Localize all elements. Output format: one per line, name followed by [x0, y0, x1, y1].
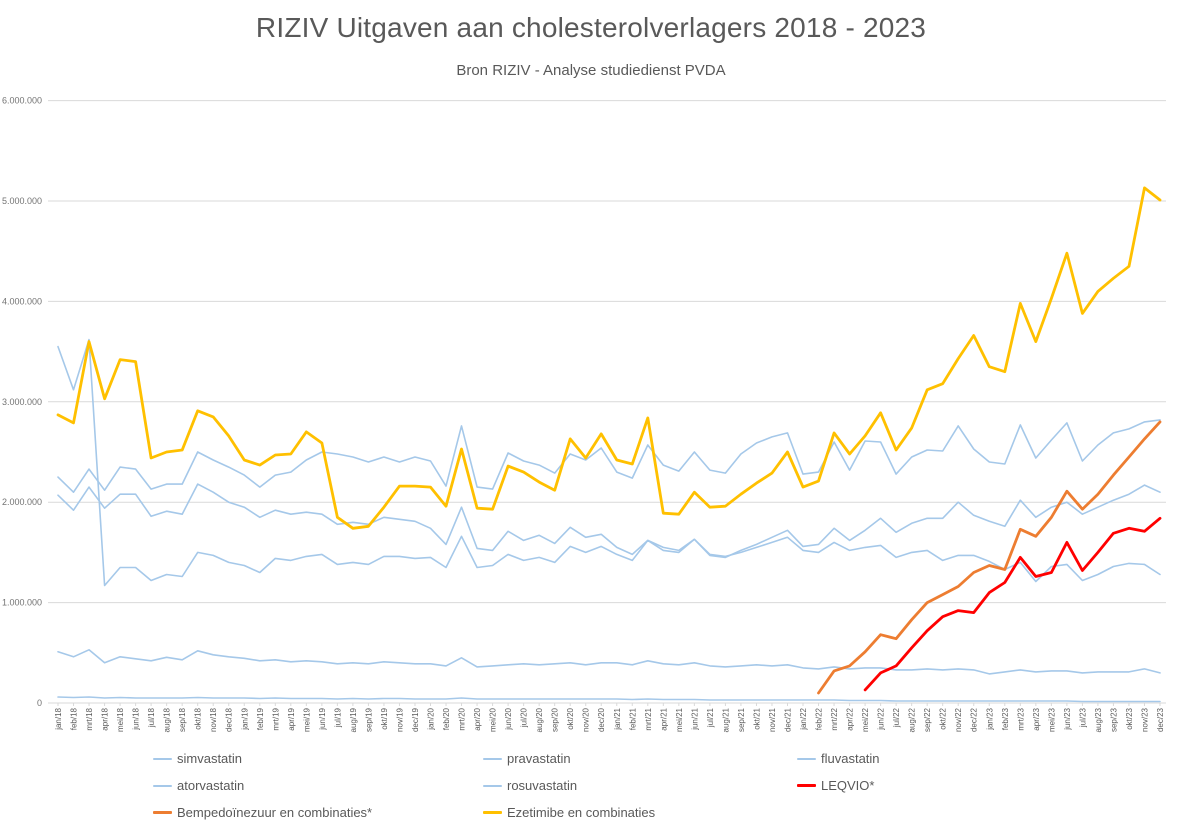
x-axis-tick-label: okt/19: [380, 707, 389, 729]
x-axis-tick-label: mrt/19: [271, 707, 280, 730]
x-axis-tick-label: jul/22: [892, 707, 901, 728]
x-axis-tick-label: aug/23: [1094, 707, 1103, 732]
x-axis-tick-label: jun/20: [504, 707, 513, 730]
x-axis-tick-label: nov/21: [768, 707, 777, 732]
y-axis-tick-label: 6.000.000: [2, 96, 42, 106]
chart-subtitle: Bron RIZIV - Analyse studiedienst PVDA: [456, 62, 726, 79]
x-axis-tick-label: mei/22: [861, 707, 870, 732]
x-axis-tick-label: aug/21: [721, 707, 730, 732]
x-axis-tick-label: apr/21: [659, 707, 668, 730]
x-axis-tick-label: jan/23: [985, 707, 994, 730]
series-line-fluvastatin: [57, 696, 1161, 703]
y-axis-tick-label: 5.000.000: [2, 196, 42, 206]
x-axis-tick-label: jan/21: [613, 707, 622, 730]
x-axis-tick-label: jul/20: [520, 707, 529, 728]
x-axis-tick-label: apr/20: [473, 707, 482, 730]
x-axis-tick-label: mrt/20: [458, 707, 467, 730]
x-axis-tick-label: aug/18: [163, 707, 172, 732]
x-axis-tick-label: okt/20: [566, 707, 575, 729]
x-axis-tick-label: feb/19: [256, 707, 265, 730]
x-axis-tick-label: apr/18: [101, 707, 110, 730]
series-line-rosuvastatin: [57, 338, 1161, 587]
series-line-atorvastatin: [57, 419, 1161, 494]
x-axis-tick-label: mrt/22: [830, 707, 839, 730]
x-axis-tick-label: sep/23: [1109, 707, 1118, 732]
x-axis-tick-label: dec/21: [783, 707, 792, 732]
y-axis-tick-label: 4.000.000: [2, 296, 42, 306]
x-axis-tick-label: dec/18: [225, 707, 234, 732]
x-axis-tick-label: sep/19: [364, 707, 373, 732]
x-axis-tick-label: okt/18: [194, 707, 203, 729]
x-axis-tick-label: jan/19: [240, 707, 249, 730]
x-axis-tick-label: dec/22: [970, 707, 979, 732]
x-axis-tick-label: jun/18: [132, 707, 141, 730]
series-line-ezetimibe-en-combinaties: [56, 186, 1162, 530]
x-axis-tick-label: aug/20: [535, 707, 544, 732]
x-axis-tick-label: jun/21: [690, 707, 699, 730]
x-axis-tick-label: nov/18: [209, 707, 218, 732]
series-line-bempedo-nezuur-en-combinaties-: [817, 420, 1162, 695]
y-axis-tick-label: 3.000.000: [2, 397, 42, 407]
x-axis-tick-label: okt/21: [752, 707, 761, 729]
x-axis-tick-label: okt/23: [1125, 707, 1134, 729]
x-axis-tick-label: okt/22: [939, 707, 948, 729]
x-axis-tick-label: jun/22: [877, 707, 886, 730]
x-axis-tick-label: sep/18: [178, 707, 187, 732]
x-axis-tick-label: mei/20: [489, 707, 498, 732]
x-axis-tick-label: aug/22: [908, 707, 917, 732]
series-line-simvastatin: [57, 648, 1161, 675]
x-axis-tick-label: aug/19: [349, 707, 358, 732]
x-axis-tick-label: apr/19: [287, 707, 296, 730]
x-axis-tick-label: feb/23: [1001, 707, 1010, 730]
x-axis-tick-label: mrt/23: [1016, 707, 1025, 730]
x-axis-tick-label: mrt/18: [85, 707, 94, 730]
x-axis-tick-label: nov/20: [582, 707, 591, 732]
x-axis-tick-label: feb/20: [442, 707, 451, 730]
x-axis-tick-label: jul/19: [333, 707, 342, 728]
chart-title: RIZIV Uitgaven aan cholesterolverlagers …: [255, 12, 927, 43]
x-axis-tick-label: nov/23: [1140, 707, 1149, 732]
y-axis-tick-label: 2.000.000: [2, 497, 42, 507]
x-axis-tick-label: sep/21: [737, 707, 746, 732]
x-axis-tick-label: feb/22: [815, 707, 824, 730]
x-axis-tick-label: mei/18: [116, 707, 125, 732]
x-axis-tick-label: feb/18: [70, 707, 79, 730]
series-line-leqvio-: [863, 516, 1162, 692]
x-axis-tick-label: dec/19: [411, 707, 420, 732]
x-axis-tick-label: mei/19: [302, 707, 311, 732]
x-axis-tick-label: nov/22: [954, 707, 963, 732]
x-axis-tick-label: sep/22: [923, 707, 932, 732]
x-axis-tick-label: sep/20: [551, 707, 560, 732]
x-axis-tick-label: apr/23: [1032, 707, 1041, 730]
x-axis-tick-label: jan/20: [427, 707, 436, 730]
x-axis-tick-label: mei/23: [1047, 707, 1056, 732]
x-axis-tick-label: nov/19: [395, 707, 404, 732]
x-axis-tick-label: jan/18: [54, 707, 63, 730]
x-axis-tick-label: dec/23: [1156, 707, 1165, 732]
x-axis-tick-label: feb/21: [628, 707, 637, 730]
x-axis-tick-label: apr/22: [846, 707, 855, 730]
x-axis-tick-label: dec/20: [597, 707, 606, 732]
series-line-pravastatin: [57, 483, 1161, 583]
x-axis-tick-label: jun/19: [318, 707, 327, 730]
x-axis-tick-label: mrt/21: [644, 707, 653, 730]
x-axis-tick-label: jul/21: [706, 707, 715, 728]
x-axis-tick-label: jan/22: [799, 707, 808, 730]
x-axis-tick-label: jul/23: [1078, 707, 1087, 728]
x-axis-tick-label: jun/23: [1063, 707, 1072, 730]
y-axis-tick-label: 0: [37, 698, 42, 708]
x-axis-tick-label: mei/21: [675, 707, 684, 732]
y-axis-tick-label: 1.000.000: [2, 598, 42, 608]
x-axis-tick-label: jul/18: [147, 707, 156, 728]
